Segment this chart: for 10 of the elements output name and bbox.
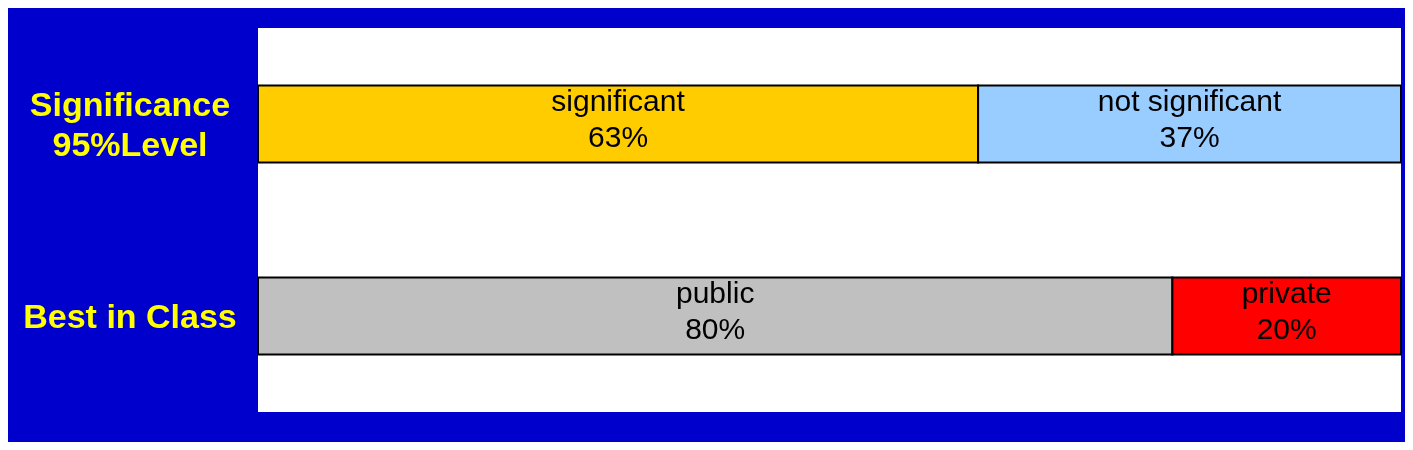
- series-label: not significant: [1097, 84, 1282, 118]
- series-label: private: [1241, 276, 1332, 310]
- series-label: significant: [551, 84, 686, 118]
- data-label: 37%: [1159, 120, 1220, 154]
- series-label: public: [676, 276, 755, 310]
- y-tick-label: Significance 95%Level: [29, 85, 231, 163]
- y-tick-label: Best in Class: [23, 297, 237, 335]
- data-label: 63%: [588, 120, 649, 154]
- data-label: 20%: [1256, 312, 1317, 346]
- data-label: 80%: [685, 312, 746, 346]
